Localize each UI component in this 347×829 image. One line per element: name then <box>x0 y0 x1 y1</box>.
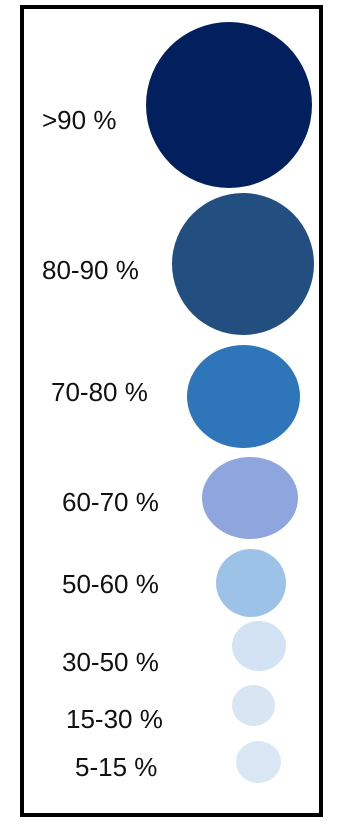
legend-label: 70-80 % <box>51 377 148 407</box>
legend-label: 60-70 % <box>62 487 159 517</box>
legend-label: 50-60 % <box>62 569 159 599</box>
legend-label: 80-90 % <box>42 255 139 285</box>
legend-frame: >90 % 80-90 % 70-80 % 60-70 % 50-60 % 30… <box>20 5 323 817</box>
legend-circle <box>236 741 281 783</box>
legend-circle <box>232 685 275 726</box>
legend-label: 15-30 % <box>66 704 163 734</box>
legend-circle <box>187 345 300 448</box>
legend-circle <box>216 549 286 617</box>
legend-label: >90 % <box>42 105 117 135</box>
legend-circle <box>202 457 298 539</box>
legend-circle <box>146 22 312 188</box>
legend-label: 5-15 % <box>75 752 158 782</box>
legend-circle <box>172 193 314 335</box>
legend-label: 30-50 % <box>62 647 159 677</box>
legend-circle <box>232 621 286 671</box>
